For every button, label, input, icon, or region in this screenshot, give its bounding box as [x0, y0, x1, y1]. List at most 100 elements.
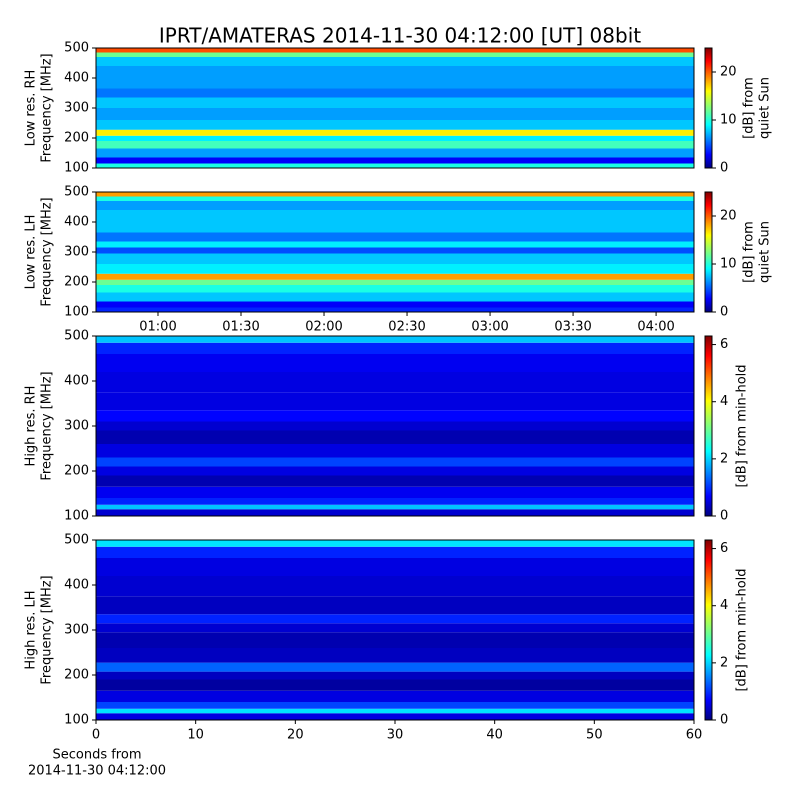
frequency-band	[96, 671, 694, 680]
y-axis-label: High res. LH	[24, 590, 39, 669]
colorbar-label: [dB] from	[742, 77, 757, 139]
colorbar-tick-label: 6	[720, 337, 728, 352]
frequency-band	[96, 509, 694, 516]
frequency-band	[96, 457, 694, 467]
y-tick-label: 500	[64, 533, 89, 548]
colorbar-tick-label: 6	[720, 541, 728, 556]
x-axis-label: Seconds from	[52, 748, 141, 763]
x-tick-label: 40	[486, 728, 503, 743]
frequency-band	[96, 708, 694, 714]
frequency-band	[96, 108, 694, 120]
y-axis-label: Frequency [MHz]	[40, 53, 55, 162]
frequency-band	[96, 475, 694, 487]
frequency-band	[96, 690, 694, 702]
frequency-band	[96, 264, 694, 274]
y-tick-label: 100	[64, 161, 89, 176]
frequency-band	[96, 163, 694, 168]
frequency-band	[96, 232, 694, 242]
frequency-band	[96, 273, 694, 280]
x-tick-label: 30	[387, 728, 404, 743]
colorbar-label: [dB] from	[742, 221, 757, 283]
y-tick-label: 300	[64, 245, 89, 260]
x-tick-label: 20	[287, 728, 304, 743]
frequency-band	[96, 410, 694, 422]
colorbar-tick-label: 4	[720, 394, 728, 409]
frequency-band	[96, 498, 694, 505]
y-tick-label: 500	[64, 41, 89, 56]
y-tick-label: 300	[64, 419, 89, 434]
y-tick-label: 300	[64, 623, 89, 638]
y-tick-label: 500	[64, 329, 89, 344]
frequency-band	[96, 97, 694, 108]
frequency-band	[96, 576, 694, 597]
frequency-band	[96, 354, 694, 372]
frequency-band	[96, 596, 694, 615]
y-tick-label: 100	[64, 713, 89, 728]
frequency-band	[96, 336, 694, 343]
frequency-band	[96, 66, 694, 78]
colorbar-label: quiet Sun	[758, 77, 773, 139]
colorbar-label: [dB] from min-hold	[735, 364, 750, 487]
frequency-band	[96, 540, 694, 547]
colorbar	[704, 47, 713, 169]
frequency-band	[96, 623, 694, 633]
x-tick-label: 60	[686, 728, 703, 743]
frequency-band	[96, 57, 694, 66]
frequency-band	[96, 222, 694, 233]
frequency-band	[96, 285, 694, 293]
y-tick-label: 500	[64, 185, 89, 200]
colorbar-tick-label: 0	[720, 509, 728, 524]
frequency-band	[96, 614, 694, 624]
colorbar-tick-label: 2	[720, 451, 728, 466]
y-axis-label: Low res. LH	[24, 215, 39, 290]
y-tick-label: 200	[64, 131, 89, 146]
y-axis-label: Low res. RH	[24, 70, 39, 147]
x-tick-label: 03:30	[554, 320, 591, 335]
frequency-band	[96, 662, 694, 672]
x-tick-label: 01:00	[139, 320, 176, 335]
frequency-band	[96, 444, 694, 458]
y-axis-label: High res. RH	[24, 386, 39, 467]
frequency-band	[96, 392, 694, 411]
frequency-band	[96, 279, 694, 285]
frequency-band	[96, 120, 694, 130]
y-tick-label: 400	[64, 71, 89, 86]
frequency-band	[96, 307, 694, 312]
frequency-band	[96, 679, 694, 691]
y-tick-label: 400	[64, 578, 89, 593]
frequency-band	[96, 342, 694, 354]
frequency-band	[96, 301, 694, 308]
frequency-band	[96, 430, 694, 444]
colorbar-tick-label: 20	[720, 209, 737, 224]
frequency-band	[96, 241, 694, 248]
frequency-band	[96, 713, 694, 720]
frequency-band	[96, 48, 694, 53]
frequency-band	[96, 196, 694, 201]
colorbar-label: [dB] from min-hold	[735, 568, 750, 691]
x-tick-label: 50	[586, 728, 603, 743]
colorbar-tick-label: 10	[720, 257, 737, 272]
frequency-band	[96, 148, 694, 158]
x-tick-label: 02:00	[305, 320, 342, 335]
frequency-band	[96, 247, 694, 254]
frequency-band	[96, 253, 694, 264]
y-tick-label: 200	[64, 275, 89, 290]
frequency-band	[96, 52, 694, 57]
frequency-band	[96, 372, 694, 393]
frequency-band	[96, 421, 694, 431]
y-tick-label: 200	[64, 464, 89, 479]
colorbar-tick-label: 4	[720, 598, 728, 613]
colorbar	[704, 539, 713, 721]
frequency-band	[96, 648, 694, 663]
frequency-band	[96, 141, 694, 149]
frequency-band	[96, 702, 694, 709]
y-tick-label: 400	[64, 215, 89, 230]
colorbar-tick-label: 2	[720, 655, 728, 670]
y-tick-label: 200	[64, 668, 89, 683]
frequency-band	[96, 558, 694, 576]
colorbar-tick-label: 0	[720, 161, 728, 176]
colorbar-tick-label: 10	[720, 113, 737, 128]
x-tick-label: 03:00	[471, 320, 508, 335]
frequency-band	[96, 192, 694, 197]
frequency-band	[96, 157, 694, 164]
